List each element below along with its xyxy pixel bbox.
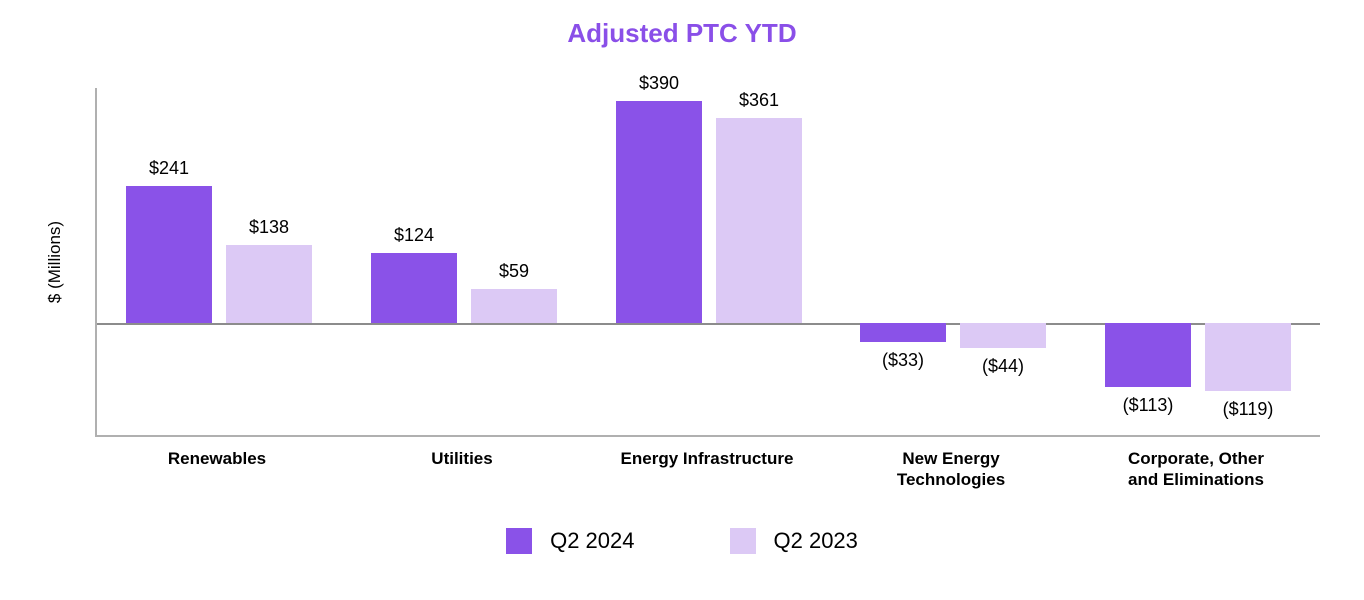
category-label-renewables: Renewables <box>167 449 267 468</box>
bar-q2-2023-utilities <box>471 289 557 323</box>
value-label-q2-2024-renewables: $241 <box>148 158 190 178</box>
category-label-energy-infrastructure: Energy Infrastructure <box>620 449 794 468</box>
value-label-q2-2023-corporate-other: ($119) <box>1222 399 1274 419</box>
value-label-q2-2024-new-energy: ($33) <box>881 350 925 370</box>
value-label-q2-2024-corporate-other: ($113) <box>1122 395 1174 415</box>
legend-swatch-q2-2024 <box>506 528 533 554</box>
value-label-q2-2024-utilities: $124 <box>393 225 435 245</box>
bar-q2-2024-utilities <box>371 253 457 323</box>
x-axis-category-labels: Renewables Utilities Energy Infrastructure… <box>95 448 1318 508</box>
category-label-new-energy: New Energy Technologies <box>896 449 1006 490</box>
value-label-q2-2023-energy-infrastructure: $361 <box>738 90 780 110</box>
value-label-q2-2023-new-energy: ($44) <box>981 356 1025 376</box>
value-label-q2-2024-energy-infrastructure: $390 <box>638 73 680 93</box>
bar-q2-2023-energy-infrastructure <box>716 118 802 323</box>
category-label-utilities: Utilities <box>431 449 493 468</box>
chart-title: Adjusted PTC YTD <box>567 18 797 48</box>
legend-label-q2-2023: Q2 2023 <box>773 528 858 553</box>
legend-item-q2-2023: Q2 2023 <box>729 528 858 554</box>
category-label-corporate-other: Corporate, Other and Eliminations <box>1127 449 1265 490</box>
zero-baseline <box>97 323 1320 325</box>
bar-q2-2024-energy-infrastructure <box>616 101 702 323</box>
bar-q2-2023-new-energy <box>960 323 1046 348</box>
bar-q2-2024-corporate-other <box>1105 323 1191 387</box>
y-axis-label-text: $ (Millions) <box>45 220 64 303</box>
plot-area: $241 $138 $124 $59 $390 $361 ($33) ($44) ($113) (… <box>95 73 1320 437</box>
y-axis-label: $ (Millions) <box>42 88 68 435</box>
bar-q2-2023-corporate-other <box>1205 323 1291 391</box>
bar-q2-2023-renewables <box>226 245 312 323</box>
legend-swatch-q2-2023 <box>729 528 756 554</box>
chart-legend: Q2 2024 Q2 2023 <box>0 528 1364 554</box>
legend-item-q2-2024: Q2 2024 <box>506 528 635 554</box>
value-label-q2-2023-utilities: $59 <box>498 261 530 281</box>
value-label-q2-2023-renewables: $138 <box>248 217 290 237</box>
bar-q2-2024-renewables <box>126 186 212 323</box>
legend-label-q2-2024: Q2 2024 <box>550 528 635 553</box>
bar-q2-2024-new-energy <box>860 323 946 342</box>
